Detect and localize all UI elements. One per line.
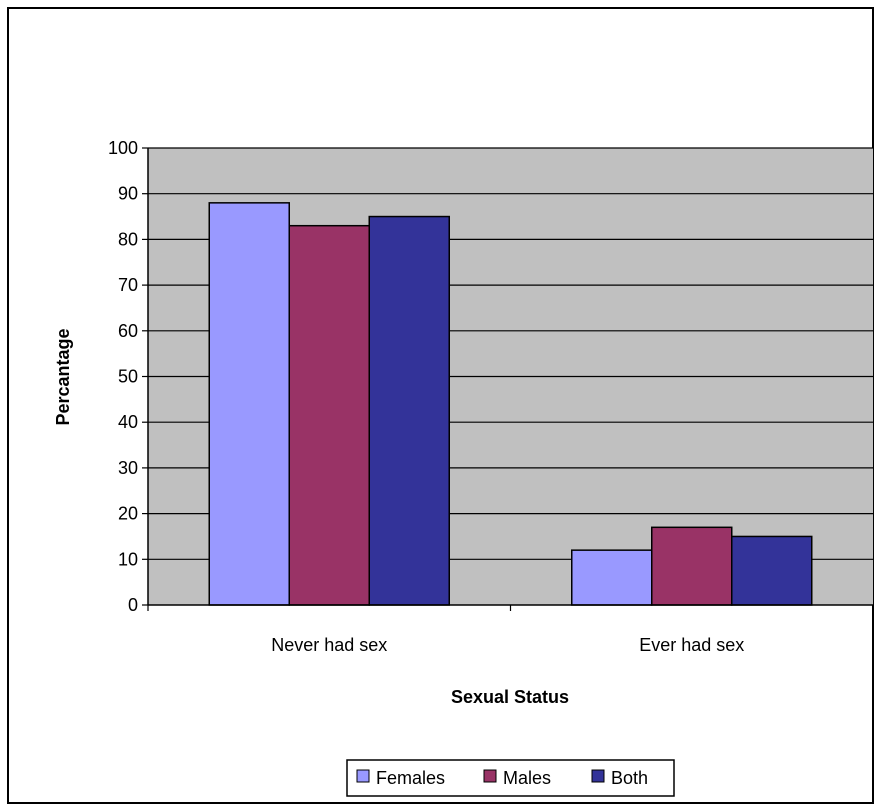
legend-swatch-both [591, 769, 605, 783]
legend: Females Males Both [346, 759, 675, 797]
bar-both-2 [731, 535, 813, 606]
y-tick-label: 40 [118, 412, 138, 432]
bar-both-1 [368, 215, 450, 606]
legend-swatch-females [356, 769, 370, 783]
bar-males-1 [288, 224, 370, 606]
legend-label-females: Females [376, 768, 445, 788]
y-tick-label: 100 [108, 138, 138, 158]
legend-swatch-males [483, 769, 497, 783]
y-tick-label: 0 [128, 595, 138, 615]
y-tick-label: 60 [118, 321, 138, 341]
y-tick-label: 10 [118, 549, 138, 569]
y-tick-label: 80 [118, 229, 138, 249]
bar-females-2 [571, 549, 653, 606]
y-tick-label: 20 [118, 504, 138, 524]
bar-males-2 [651, 526, 733, 606]
y-tick-label: 50 [118, 367, 138, 387]
x-tick-label: Ever had sex [639, 635, 744, 655]
legend-label-males: Males [503, 768, 551, 788]
legend-label-both: Both [611, 768, 648, 788]
y-tick-label: 90 [118, 184, 138, 204]
y-axis-title: Percantage [53, 328, 73, 425]
y-tick-label: 70 [118, 275, 138, 295]
legend-box [346, 759, 675, 797]
axes [142, 147, 874, 611]
x-tick-labels: Never had sex Ever had sex [271, 635, 744, 655]
bar-females-1 [208, 202, 290, 606]
y-tick-labels: 0 10 20 30 40 50 60 70 80 90 100 [108, 138, 138, 615]
x-tick-label: Never had sex [271, 635, 387, 655]
x-axis-title: Sexual Status [451, 687, 569, 707]
y-tick-label: 30 [118, 458, 138, 478]
